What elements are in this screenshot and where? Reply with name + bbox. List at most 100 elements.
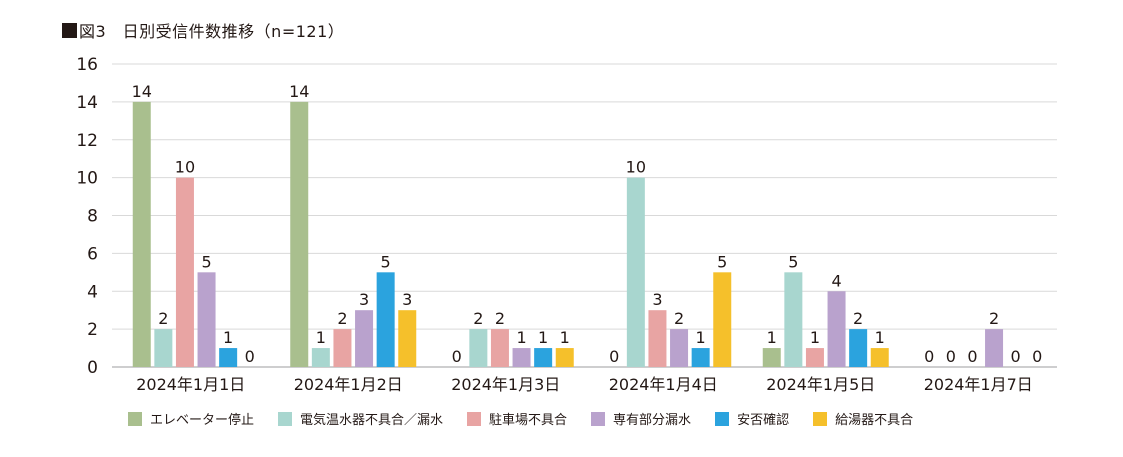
data-label: 0 [452,347,462,366]
bar [870,348,889,367]
data-label: 1 [696,328,706,347]
data-label: 3 [652,290,662,309]
bar [827,291,846,367]
y-tick-label: 4 [87,282,98,302]
data-label: 2 [158,309,168,328]
data-label: 1 [316,328,326,347]
legend-item: 専有部分漏水 [591,409,691,428]
chart-title: 図3 日別受信件数推移（n=121） [62,18,344,42]
bar [132,101,151,367]
data-label: 14 [132,82,152,101]
x-category-label: 2024年1月5日 [766,375,875,394]
data-label: 0 [967,347,977,366]
y-tick-label: 10 [76,169,98,189]
legend-swatch [591,411,606,426]
bar [762,348,781,367]
bar [555,348,574,367]
data-label: 0 [609,347,619,366]
data-label: 3 [402,290,412,309]
data-label: 14 [289,82,309,101]
data-label: 0 [245,347,255,366]
legend-item: 安否確認 [715,409,789,428]
data-label: 1 [560,328,570,347]
data-label: 10 [175,158,195,177]
data-label: 2 [853,309,863,328]
bar [713,272,732,367]
x-category-label: 2024年1月1日 [136,375,245,394]
data-label: 2 [989,309,999,328]
legend-item: エレベーター停止 [128,409,254,428]
chart-title-text: 図3 日別受信件数推移（n=121） [79,22,345,41]
legend-swatch [813,411,828,426]
data-label: 5 [788,252,798,271]
y-tick-label: 16 [76,55,98,75]
data-label: 1 [810,328,820,347]
bar [197,272,216,367]
bar [490,329,509,367]
data-label: 1 [767,328,777,347]
legend-swatch [467,411,482,426]
data-label: 0 [1011,347,1021,366]
x-category-label: 2024年1月7日 [924,375,1033,394]
data-label: 2 [473,309,483,328]
bar [849,329,868,367]
legend-swatch [128,411,142,426]
bar [626,177,645,367]
data-label: 0 [924,347,934,366]
bar [154,329,173,367]
bar [805,348,824,367]
data-label: 5 [381,252,391,271]
bar [333,329,352,367]
data-label: 1 [875,328,885,347]
bar [512,348,531,367]
chart-legend: エレベーター停止 電気温水器不具合／漏水 駐車場不具合 専有部分漏水 安否確認 給湯器不具… [128,409,937,428]
x-category-label: 2024年1月3日 [451,375,560,394]
bar [219,348,238,367]
y-tick-label: 0 [87,358,98,378]
data-label: 1 [516,328,526,347]
legend-item: 駐車場不具合 [467,409,567,428]
data-label: 5 [201,252,211,271]
bar-chart: 0246810121416142105102024年1月1日1412353202… [76,55,1057,394]
title-square-icon [62,22,77,38]
bar [670,329,689,367]
y-tick-label: 12 [76,131,98,151]
legend-item: 給湯器不具合 [813,409,913,428]
bar [648,310,667,367]
data-label: 2 [495,309,505,328]
bar [175,177,194,367]
legend-label: 専有部分漏水 [613,413,692,428]
y-tick-label: 8 [87,207,98,227]
bar [355,310,374,367]
data-label: 2 [674,309,684,328]
x-category-label: 2024年1月4日 [609,375,718,394]
bar [469,329,488,367]
bar [290,101,309,367]
legend-item: 電気温水器不具合／漏水 [278,409,443,428]
data-label: 5 [717,252,727,271]
legend-label: 安否確認 [737,413,790,428]
data-label: 4 [831,271,841,290]
data-label: 1 [538,328,548,347]
legend-label: 電気温水器不具合／漏水 [300,413,444,428]
bar [534,348,553,367]
data-label: 0 [1032,347,1042,366]
legend-swatch [278,411,293,426]
y-tick-label: 14 [76,93,98,113]
y-tick-label: 2 [87,320,98,340]
x-category-label: 2024年1月2日 [294,375,403,394]
legend-label: 駐車場不具合 [489,413,568,428]
bar [398,310,417,367]
data-label: 10 [626,158,646,177]
bar [985,329,1004,367]
data-label: 0 [946,347,956,366]
legend-label: 給湯器不具合 [835,413,914,428]
bar [311,348,330,367]
data-label: 3 [359,290,369,309]
legend-swatch [715,411,730,426]
legend-label: エレベーター停止 [150,413,255,428]
data-label: 2 [337,309,347,328]
bar [376,272,395,367]
y-tick-label: 6 [87,244,98,264]
data-label: 1 [223,328,233,347]
